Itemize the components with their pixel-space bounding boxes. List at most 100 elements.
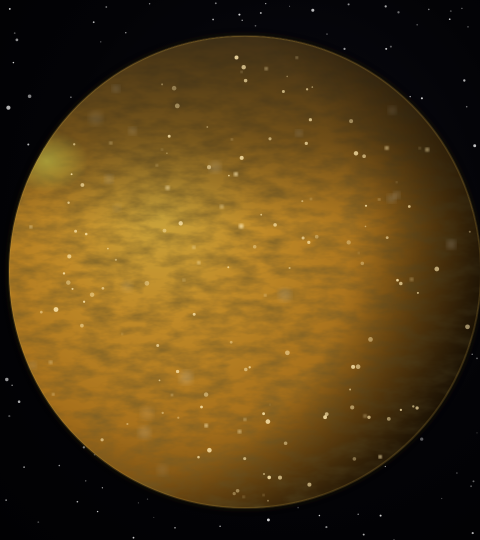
star xyxy=(13,32,16,34)
sparkle xyxy=(100,438,104,442)
sparkle xyxy=(241,65,246,70)
sparkle xyxy=(304,141,308,146)
sparkle xyxy=(200,405,203,409)
star xyxy=(461,7,463,10)
sparkle xyxy=(82,300,86,303)
sparkle xyxy=(434,266,440,272)
sparkle xyxy=(301,236,305,240)
sparkle xyxy=(161,148,164,151)
sparkle xyxy=(277,475,283,480)
sparkle xyxy=(39,310,43,314)
sparkle xyxy=(468,230,471,233)
star xyxy=(101,487,104,489)
sparkle xyxy=(263,473,265,475)
sparkle xyxy=(323,415,328,420)
glint xyxy=(28,361,37,370)
sparkle xyxy=(307,240,311,244)
sparkle xyxy=(355,364,361,369)
sparkle xyxy=(109,141,113,145)
sparkle xyxy=(385,236,389,240)
sparkle xyxy=(349,119,354,124)
sparkle xyxy=(243,457,247,461)
glint xyxy=(140,406,154,420)
sparkle xyxy=(89,292,95,297)
sparkle xyxy=(295,56,299,59)
sparkle xyxy=(244,367,248,372)
sparkle xyxy=(74,229,78,233)
sparkle xyxy=(170,393,174,397)
sparkle xyxy=(242,495,245,499)
star xyxy=(70,96,72,99)
sparkle xyxy=(162,228,167,233)
sparkle xyxy=(288,266,291,270)
sparkle xyxy=(395,181,398,184)
star xyxy=(311,8,315,12)
sparkle xyxy=(101,286,105,290)
star xyxy=(289,5,291,7)
sparkle xyxy=(364,225,367,228)
star xyxy=(5,499,7,501)
sparkle xyxy=(243,418,247,421)
star xyxy=(318,514,321,517)
sparkle xyxy=(409,277,414,282)
foreground-glints xyxy=(28,84,456,476)
glint xyxy=(104,174,114,184)
sparkle xyxy=(71,287,74,290)
star xyxy=(241,19,243,22)
sparkle xyxy=(67,254,72,259)
sparkle xyxy=(281,90,285,93)
sparkle xyxy=(314,234,319,239)
sparkle xyxy=(219,204,224,209)
sparkle xyxy=(364,204,368,207)
sparkle xyxy=(227,266,230,269)
sparkle xyxy=(399,408,403,412)
glint xyxy=(209,161,222,174)
sparkle xyxy=(207,447,212,453)
sparkle xyxy=(311,86,314,88)
sparkle xyxy=(52,393,55,396)
star xyxy=(449,10,452,13)
sparkle xyxy=(165,185,170,191)
sparkle xyxy=(171,85,177,91)
star xyxy=(5,377,9,382)
star xyxy=(409,95,411,98)
star xyxy=(17,400,21,403)
sparkle xyxy=(362,154,366,159)
sparkle xyxy=(407,205,411,208)
star xyxy=(357,513,359,515)
star xyxy=(148,3,151,5)
sparkle xyxy=(260,213,263,216)
star xyxy=(384,465,386,468)
star xyxy=(343,47,346,50)
glint xyxy=(112,84,120,93)
sparkle xyxy=(248,366,251,369)
sparkle xyxy=(204,423,208,428)
sparkle xyxy=(126,422,129,426)
sparkle xyxy=(307,482,312,487)
star xyxy=(420,97,423,100)
star xyxy=(476,357,478,360)
star xyxy=(214,2,217,5)
star xyxy=(146,498,149,500)
sparkle xyxy=(203,392,209,397)
star xyxy=(463,79,466,82)
sparkle xyxy=(267,499,269,502)
sparkle xyxy=(305,88,309,91)
glint xyxy=(179,370,193,385)
sparkle xyxy=(324,412,329,416)
star xyxy=(11,384,13,386)
star xyxy=(471,353,473,356)
star xyxy=(174,526,176,529)
sparkle xyxy=(412,405,415,408)
star xyxy=(15,38,19,42)
sparkle xyxy=(396,278,399,282)
sparkle xyxy=(425,147,430,152)
sparkle xyxy=(357,251,360,254)
star xyxy=(212,18,214,21)
star xyxy=(297,506,299,509)
star xyxy=(397,11,400,14)
star xyxy=(259,12,262,14)
glint xyxy=(446,239,456,250)
